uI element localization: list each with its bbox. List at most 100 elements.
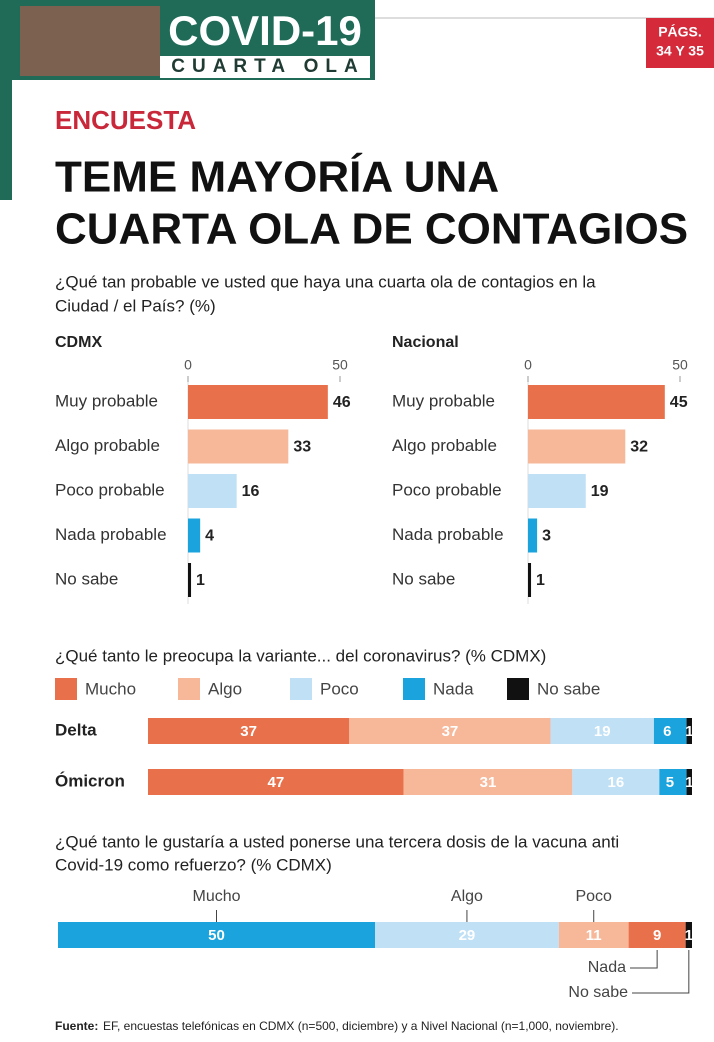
section: ENCUESTA	[55, 105, 196, 135]
bar-segment	[148, 718, 350, 744]
chart-title: ¿Qué tanto le gustaría a usted ponerse u…	[55, 832, 619, 851]
headline: CUARTA OLA DE CONTAGIOS	[55, 205, 688, 254]
bar-segment	[349, 718, 551, 744]
banner-title: COVID-19	[168, 7, 362, 54]
value-label: 16	[607, 774, 624, 791]
bar	[188, 385, 328, 419]
pages-label: PÁGS.	[658, 24, 702, 40]
legend-swatch	[403, 678, 425, 700]
chart-title: Covid-19 como refuerzo? (% CDMX)	[55, 855, 332, 874]
value-label: 1	[196, 572, 205, 589]
bar-segment	[148, 769, 404, 795]
bar-segment	[659, 769, 687, 795]
value-label: 31	[480, 774, 497, 791]
legend-swatch	[290, 678, 312, 700]
value-label: 19	[594, 723, 611, 740]
category-label: No sabe	[568, 984, 628, 1001]
value-label: 1	[536, 572, 545, 589]
footer-label: Fuente:	[55, 1019, 98, 1033]
legend-swatch	[55, 678, 77, 700]
panel-title: CDMX	[55, 334, 102, 351]
value-label: 3	[542, 528, 551, 545]
bar-segment	[375, 922, 559, 948]
leader-line	[630, 950, 658, 969]
leader-line	[632, 950, 690, 994]
value-label: 47	[267, 774, 284, 791]
value-label: 4	[205, 528, 214, 545]
footer-text: EF, encuestas telefónicas en CDMX (n=500…	[103, 1019, 619, 1033]
category-label: No sabe	[392, 569, 455, 588]
value-label: 46	[333, 394, 351, 411]
category-label: Nada	[588, 959, 626, 976]
category-label: Muy probable	[392, 391, 495, 410]
category-label: Poco probable	[392, 480, 502, 499]
category-label: Poco probable	[55, 480, 165, 499]
x-tick-label: 50	[672, 357, 688, 373]
bar-segment	[685, 922, 692, 948]
value-label: 16	[242, 483, 260, 500]
side-strip	[0, 0, 12, 200]
value-label: 9	[653, 927, 661, 944]
category-label: Mucho	[192, 888, 240, 905]
legend-label: Algo	[208, 679, 242, 698]
bar-segment	[686, 769, 692, 795]
value-label: 11	[586, 927, 602, 944]
pages-label: 34 Y 35	[656, 43, 704, 59]
bar	[528, 518, 538, 553]
legend-label: Nada	[433, 679, 474, 698]
bar	[528, 385, 665, 419]
category-label: Nada probable	[55, 525, 167, 544]
bar	[528, 429, 626, 464]
legend-label: No sabe	[537, 679, 600, 698]
bar-segment	[558, 922, 629, 948]
banner-subtitle: CUARTA OLA	[171, 56, 364, 77]
virus-image	[20, 6, 160, 76]
value-label: 1	[685, 927, 693, 944]
bar-segment	[572, 769, 660, 795]
category-label: Ómicron	[55, 771, 125, 790]
value-label: 37	[240, 723, 257, 740]
value-label: 50	[208, 927, 225, 944]
category-label: Algo probable	[392, 436, 497, 455]
value-label: 32	[630, 439, 648, 456]
bar	[188, 518, 201, 553]
bar	[528, 474, 586, 508]
value-label: 1	[685, 723, 693, 740]
pages-badge	[646, 18, 714, 68]
value-label: 29	[459, 927, 476, 944]
value-label: 19	[591, 483, 609, 500]
category-label: Muy probable	[55, 391, 158, 410]
bar	[188, 563, 192, 597]
legend-label: Mucho	[85, 679, 136, 698]
question: Ciudad / el País? (%)	[55, 296, 216, 315]
bar-segment	[686, 718, 692, 744]
category-label: Poco	[575, 888, 612, 905]
value-label: 33	[293, 439, 311, 456]
value-label: 37	[442, 723, 459, 740]
bar	[188, 429, 289, 464]
banner-strip	[160, 56, 370, 78]
chart-title: ¿Qué tanto le preocupa la variante... de…	[55, 646, 546, 665]
bar-segment	[58, 922, 375, 948]
x-tick-label: 0	[524, 357, 532, 373]
question: ¿Qué tan probable ve usted que haya una …	[55, 272, 596, 291]
bar-segment	[550, 718, 654, 744]
x-tick-label: 50	[332, 357, 348, 373]
bar-segment	[653, 718, 687, 744]
category-label: Algo	[451, 888, 483, 905]
value-label: 5	[666, 774, 674, 791]
headline: TEME MAYORÍA UNA	[55, 152, 499, 202]
legend-swatch	[507, 678, 529, 700]
category-label: Algo probable	[55, 436, 160, 455]
x-tick-label: 0	[184, 357, 192, 373]
legend-swatch	[178, 678, 200, 700]
legend-label: Poco	[320, 679, 359, 698]
bar	[188, 474, 237, 508]
category-label: Nada probable	[392, 525, 504, 544]
category-label: Delta	[55, 720, 97, 739]
bar-segment	[628, 922, 686, 948]
value-label: 1	[685, 774, 693, 791]
bar-segment	[403, 769, 573, 795]
